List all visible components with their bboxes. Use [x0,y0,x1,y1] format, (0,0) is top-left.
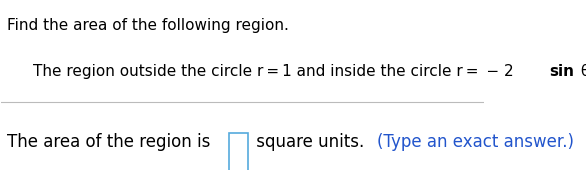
Text: Find the area of the following region.: Find the area of the following region. [7,18,289,33]
Text: square units.: square units. [251,133,370,151]
Text: sin: sin [549,64,574,79]
FancyBboxPatch shape [229,133,248,171]
Text: The area of the region is: The area of the region is [7,133,216,151]
Text: θ: θ [576,64,586,79]
Text: (Type an exact answer.): (Type an exact answer.) [377,133,574,151]
Text: The region outside the circle r = 1 and inside the circle r =  − 2: The region outside the circle r = 1 and … [33,64,518,79]
